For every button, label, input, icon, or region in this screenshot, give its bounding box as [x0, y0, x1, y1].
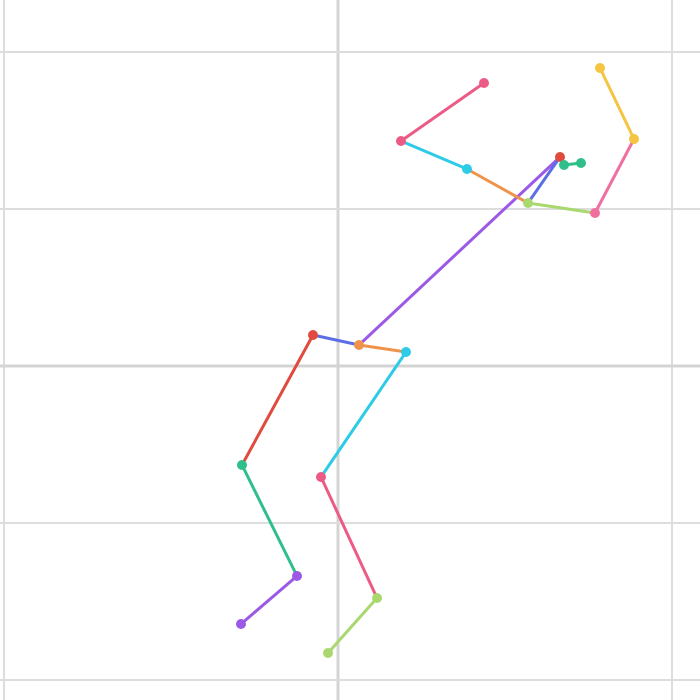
bone-neck-to-right-shoulder — [240, 333, 315, 467]
joint-right-hip — [590, 208, 600, 218]
bone-neck-to-left-shoulder — [311, 333, 361, 347]
joint-right-knee — [629, 134, 639, 144]
joint-mid-hip — [523, 198, 533, 208]
bone-right-upper-arm — [240, 463, 299, 578]
joint-left-ankle — [479, 78, 489, 88]
bone-right-forearm — [239, 574, 299, 626]
bone-left-shoulder-to-elbow — [357, 343, 408, 354]
bone-torso — [357, 155, 562, 347]
joints — [236, 63, 639, 658]
bone-right-thigh — [593, 137, 636, 215]
bones — [239, 66, 636, 655]
bone-neck-to-head — [526, 155, 562, 205]
joint-left-hip — [462, 164, 472, 174]
joint-left-elbow — [401, 347, 411, 357]
joint-right-shoulder — [237, 460, 247, 470]
joint-left-eye — [576, 158, 586, 168]
bone-right-shin — [598, 66, 636, 141]
joint-right-eye — [559, 160, 569, 170]
joint-neck — [308, 330, 318, 340]
joint-left-foot — [372, 593, 382, 603]
bone-left-forearm — [319, 475, 379, 600]
bone-hip-left — [465, 167, 530, 205]
bone-left-shin — [399, 81, 486, 143]
joint-left-toe — [323, 648, 333, 658]
joint-right-elbow — [292, 571, 302, 581]
bone-left-upper-arm — [319, 350, 408, 479]
bone-left-hand — [326, 596, 379, 655]
bone-hip-right — [526, 201, 597, 215]
joint-left-wrist — [316, 472, 326, 482]
joint-head — [555, 152, 565, 162]
bone-left-thigh — [399, 139, 469, 171]
joint-right-wrist — [236, 619, 246, 629]
joint-left-shoulder — [354, 340, 364, 350]
joint-right-ankle — [595, 63, 605, 73]
joint-left-knee — [396, 136, 406, 146]
